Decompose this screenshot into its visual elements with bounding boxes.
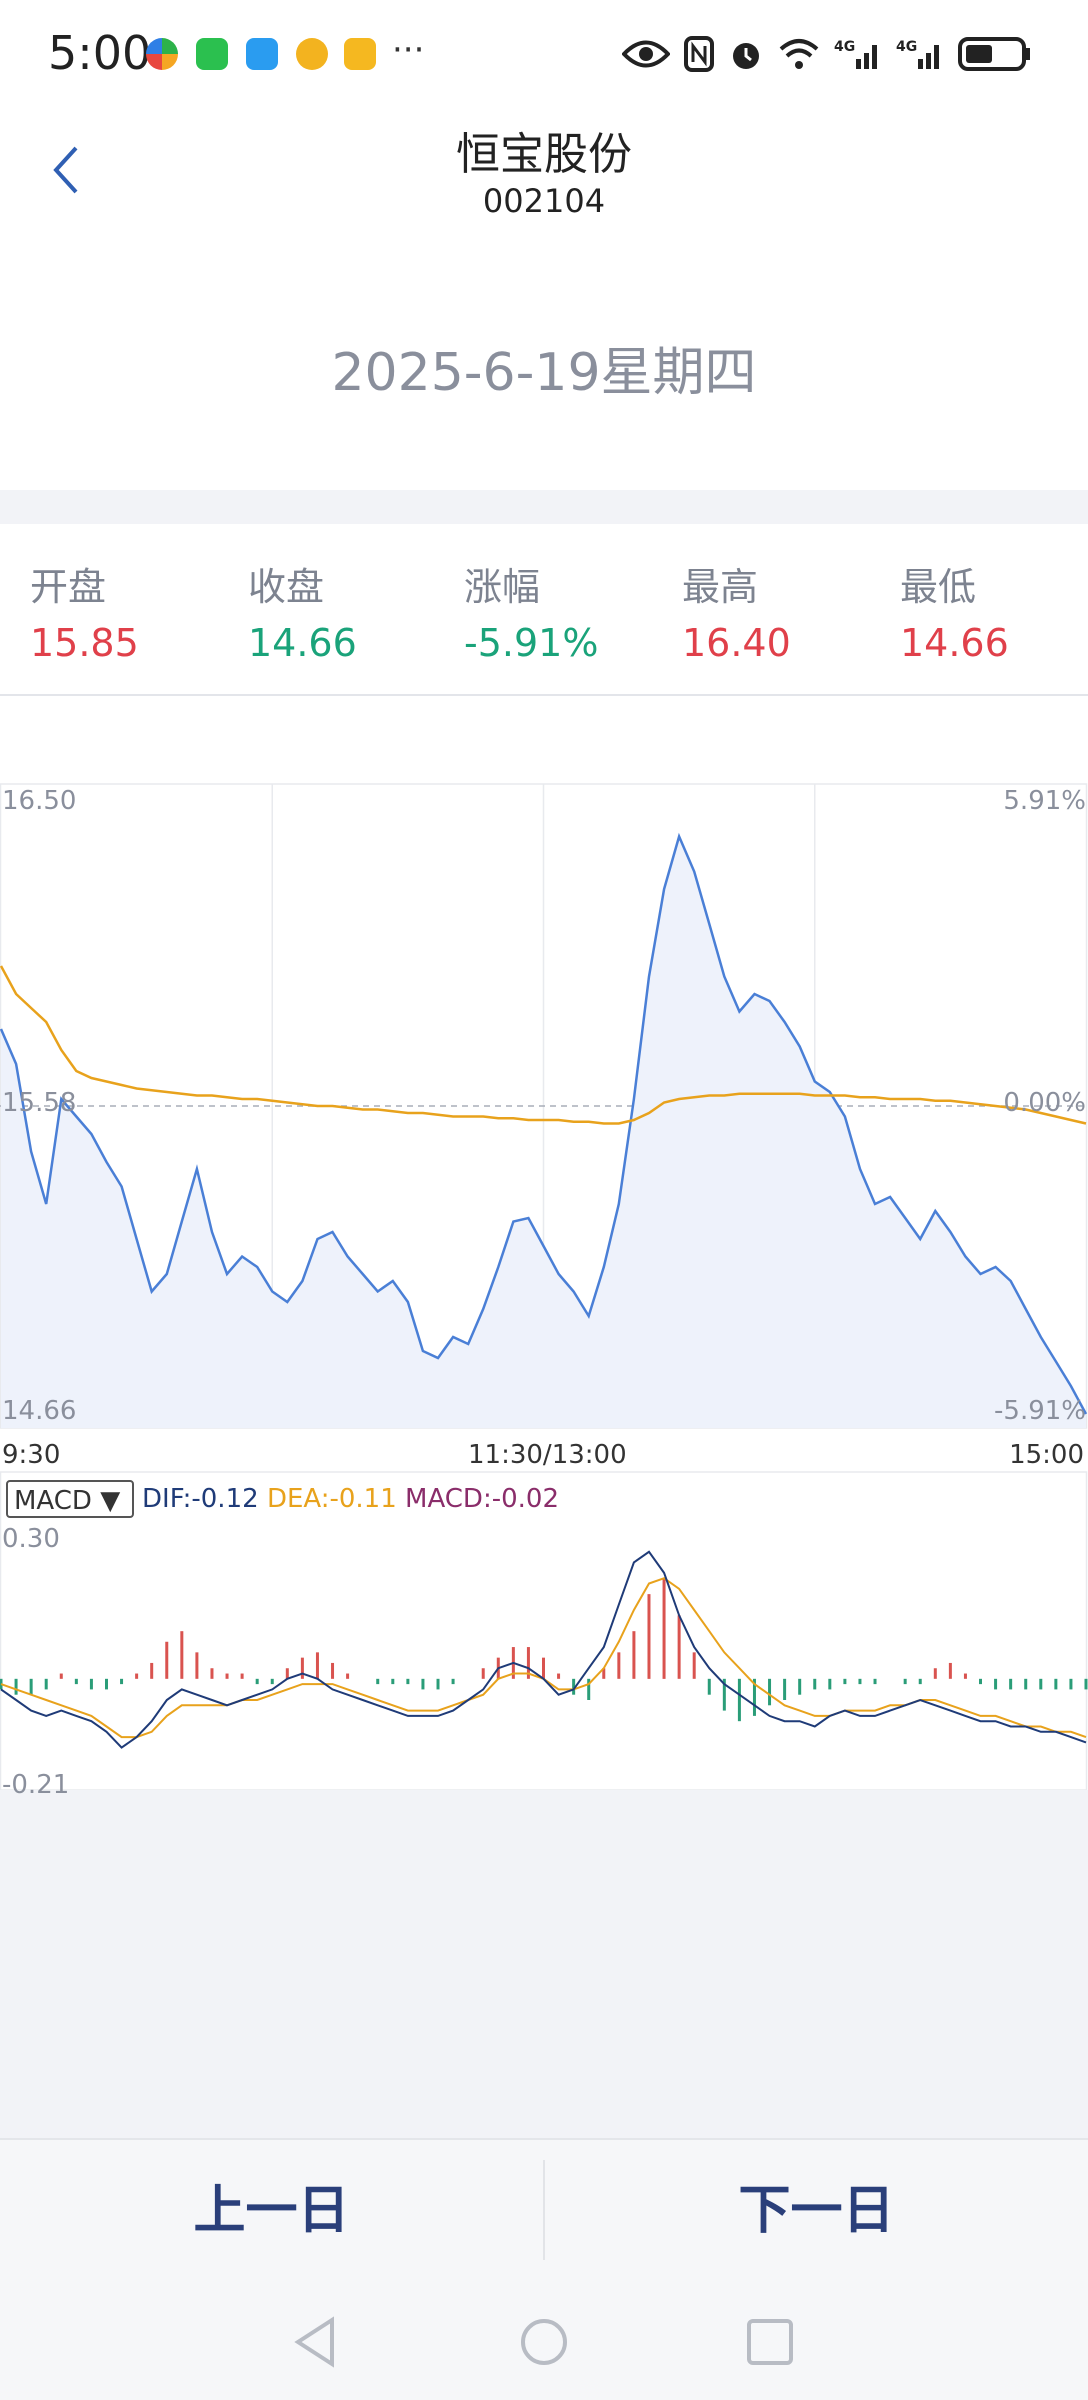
stat-close: 收盘 14.66	[248, 556, 448, 665]
stock-name: 恒宝股份	[456, 129, 632, 180]
stat-change: 涨幅 -5.91%	[464, 556, 664, 665]
macd-axis-top: 0.30	[2, 1524, 60, 1554]
macd-value: MACD:-0.02	[405, 1484, 559, 1514]
stat-label: 涨幅	[464, 565, 541, 609]
prev-day-button[interactable]: 上一日	[193, 2181, 350, 2241]
price-line	[0, 832, 1088, 1415]
battery-icon	[958, 37, 1030, 71]
more-icon: ···	[392, 30, 425, 70]
stock-code: 002104	[482, 182, 606, 220]
stat-value: 14.66	[248, 621, 357, 665]
svg-text:4G: 4G	[834, 39, 855, 55]
stat-value: 16.40	[682, 621, 791, 665]
svg-text:4G: 4G	[896, 39, 917, 55]
signal-1-icon: 4G	[834, 39, 877, 69]
stat-label: 开盘	[30, 565, 107, 609]
status-indicators: 4G 4G	[622, 34, 1032, 74]
time-mid: 11:30/13:00	[468, 1440, 627, 1470]
nav-back-icon[interactable]	[292, 2316, 340, 2368]
stat-label: 最高	[682, 565, 759, 609]
dif-line	[0, 1550, 1087, 1749]
wifi-icon	[779, 39, 819, 69]
pct-axis-mid: 0.00%	[1003, 1088, 1086, 1118]
macd-legend: DIF:-0.12 DEA:-0.11 MACD:-0.02	[142, 1484, 559, 1514]
dif-value: DIF:-0.12	[142, 1484, 259, 1514]
chevron-left-icon	[53, 146, 78, 194]
time-end: 15:00	[1009, 1440, 1084, 1470]
nav-recent-icon[interactable]	[746, 2318, 794, 2366]
stat-value: -5.91%	[464, 621, 599, 665]
intraday-chart[interactable]	[0, 780, 1088, 1790]
signal-2-icon: 4G	[896, 39, 939, 69]
price-axis-mid: 15.58	[2, 1088, 77, 1118]
mail-icon	[344, 38, 376, 70]
next-day-button[interactable]: 下一日	[738, 2181, 895, 2241]
stat-high: 最高 16.40	[682, 556, 882, 665]
pct-axis-top: 5.91%	[1003, 786, 1086, 816]
macd-axis-bottom: -0.21	[2, 1770, 70, 1800]
date-label: 2025-6-19星期四	[331, 343, 757, 403]
status-time: 5:00	[48, 26, 152, 80]
time-start: 9:30	[2, 1440, 61, 1470]
price-axis-top: 16.50	[2, 786, 77, 816]
weibo-icon	[296, 38, 328, 70]
pct-axis-bottom: -5.91%	[994, 1396, 1086, 1426]
indicator-select[interactable]: MACD ▼	[6, 1480, 134, 1518]
stat-low: 最低 14.66	[900, 556, 1088, 665]
stat-label: 最低	[900, 565, 977, 609]
stat-label: 收盘	[248, 565, 325, 609]
divider	[543, 2160, 545, 2260]
price-axis-bottom: 14.66	[2, 1396, 77, 1426]
price-area	[1, 836, 1086, 1428]
macd-plot-frame	[0, 1471, 1088, 1790]
stats-bar	[0, 524, 1088, 694]
stat-open: 开盘 15.85	[30, 556, 230, 665]
nav-home-icon[interactable]	[518, 2316, 570, 2368]
nfc-icon	[684, 36, 714, 72]
back-button[interactable]	[40, 140, 100, 200]
avg-price-line	[0, 965, 1087, 1125]
header	[0, 110, 1088, 490]
app-notification-icon	[146, 38, 178, 70]
message-icon	[246, 38, 278, 70]
system-nav-bar	[0, 2284, 1088, 2400]
eye-icon	[622, 40, 670, 68]
alarm-icon	[733, 43, 759, 69]
status-bar	[0, 0, 1088, 110]
divider	[0, 694, 1088, 696]
wechat-icon	[196, 38, 228, 70]
dea-value: DEA:-0.11	[266, 1484, 397, 1514]
stat-value: 14.66	[900, 621, 1009, 665]
stat-value: 15.85	[30, 621, 139, 665]
